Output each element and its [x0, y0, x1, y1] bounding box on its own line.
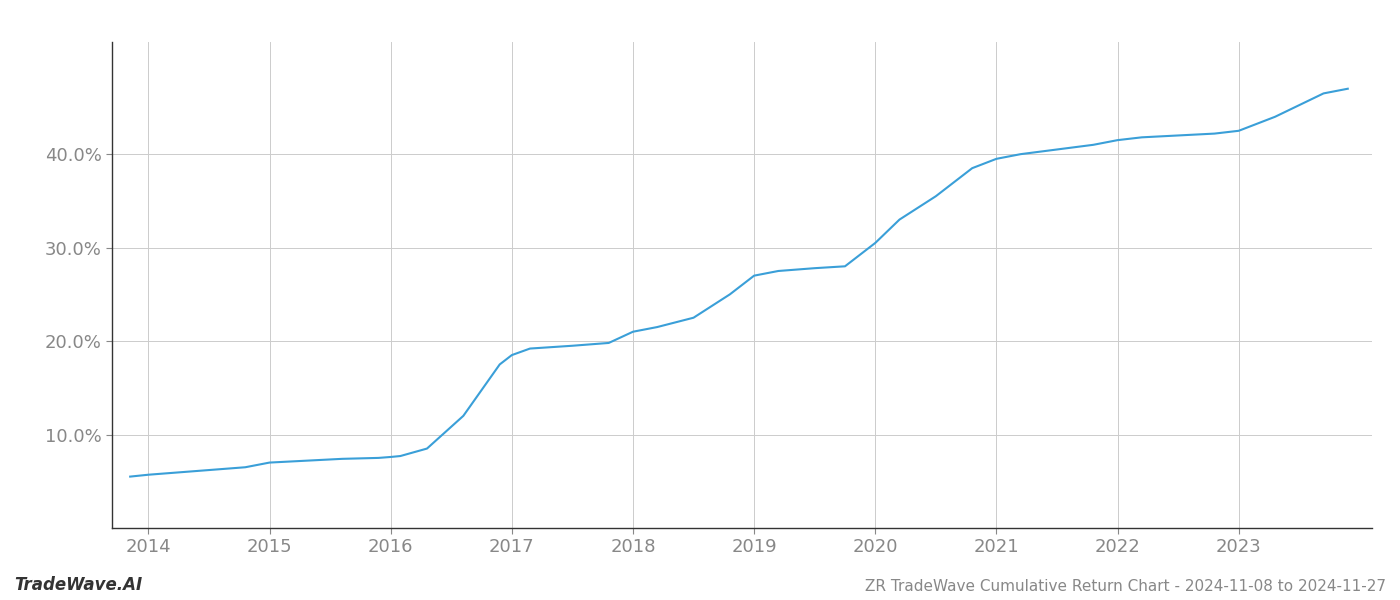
Text: ZR TradeWave Cumulative Return Chart - 2024-11-08 to 2024-11-27: ZR TradeWave Cumulative Return Chart - 2…: [865, 579, 1386, 594]
Text: TradeWave.AI: TradeWave.AI: [14, 576, 143, 594]
